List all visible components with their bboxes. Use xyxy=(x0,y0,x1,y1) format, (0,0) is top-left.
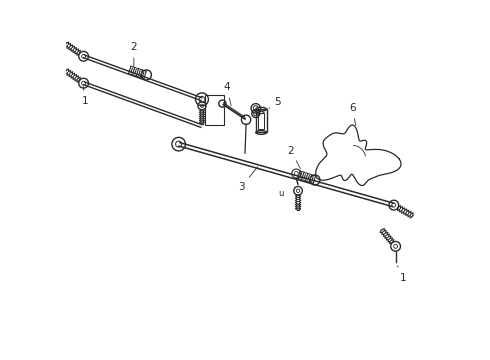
Bar xyxy=(256,109,267,132)
Bar xyxy=(258,113,264,129)
Text: 1: 1 xyxy=(397,266,406,283)
Text: 3: 3 xyxy=(238,167,258,192)
Text: 1: 1 xyxy=(82,87,89,106)
Text: 4: 4 xyxy=(224,82,231,105)
Text: 2: 2 xyxy=(288,145,300,168)
Text: 5: 5 xyxy=(269,97,281,108)
Text: 2: 2 xyxy=(130,42,137,67)
Bar xyxy=(205,95,224,125)
Text: 6: 6 xyxy=(349,103,356,125)
Text: u: u xyxy=(278,189,284,198)
